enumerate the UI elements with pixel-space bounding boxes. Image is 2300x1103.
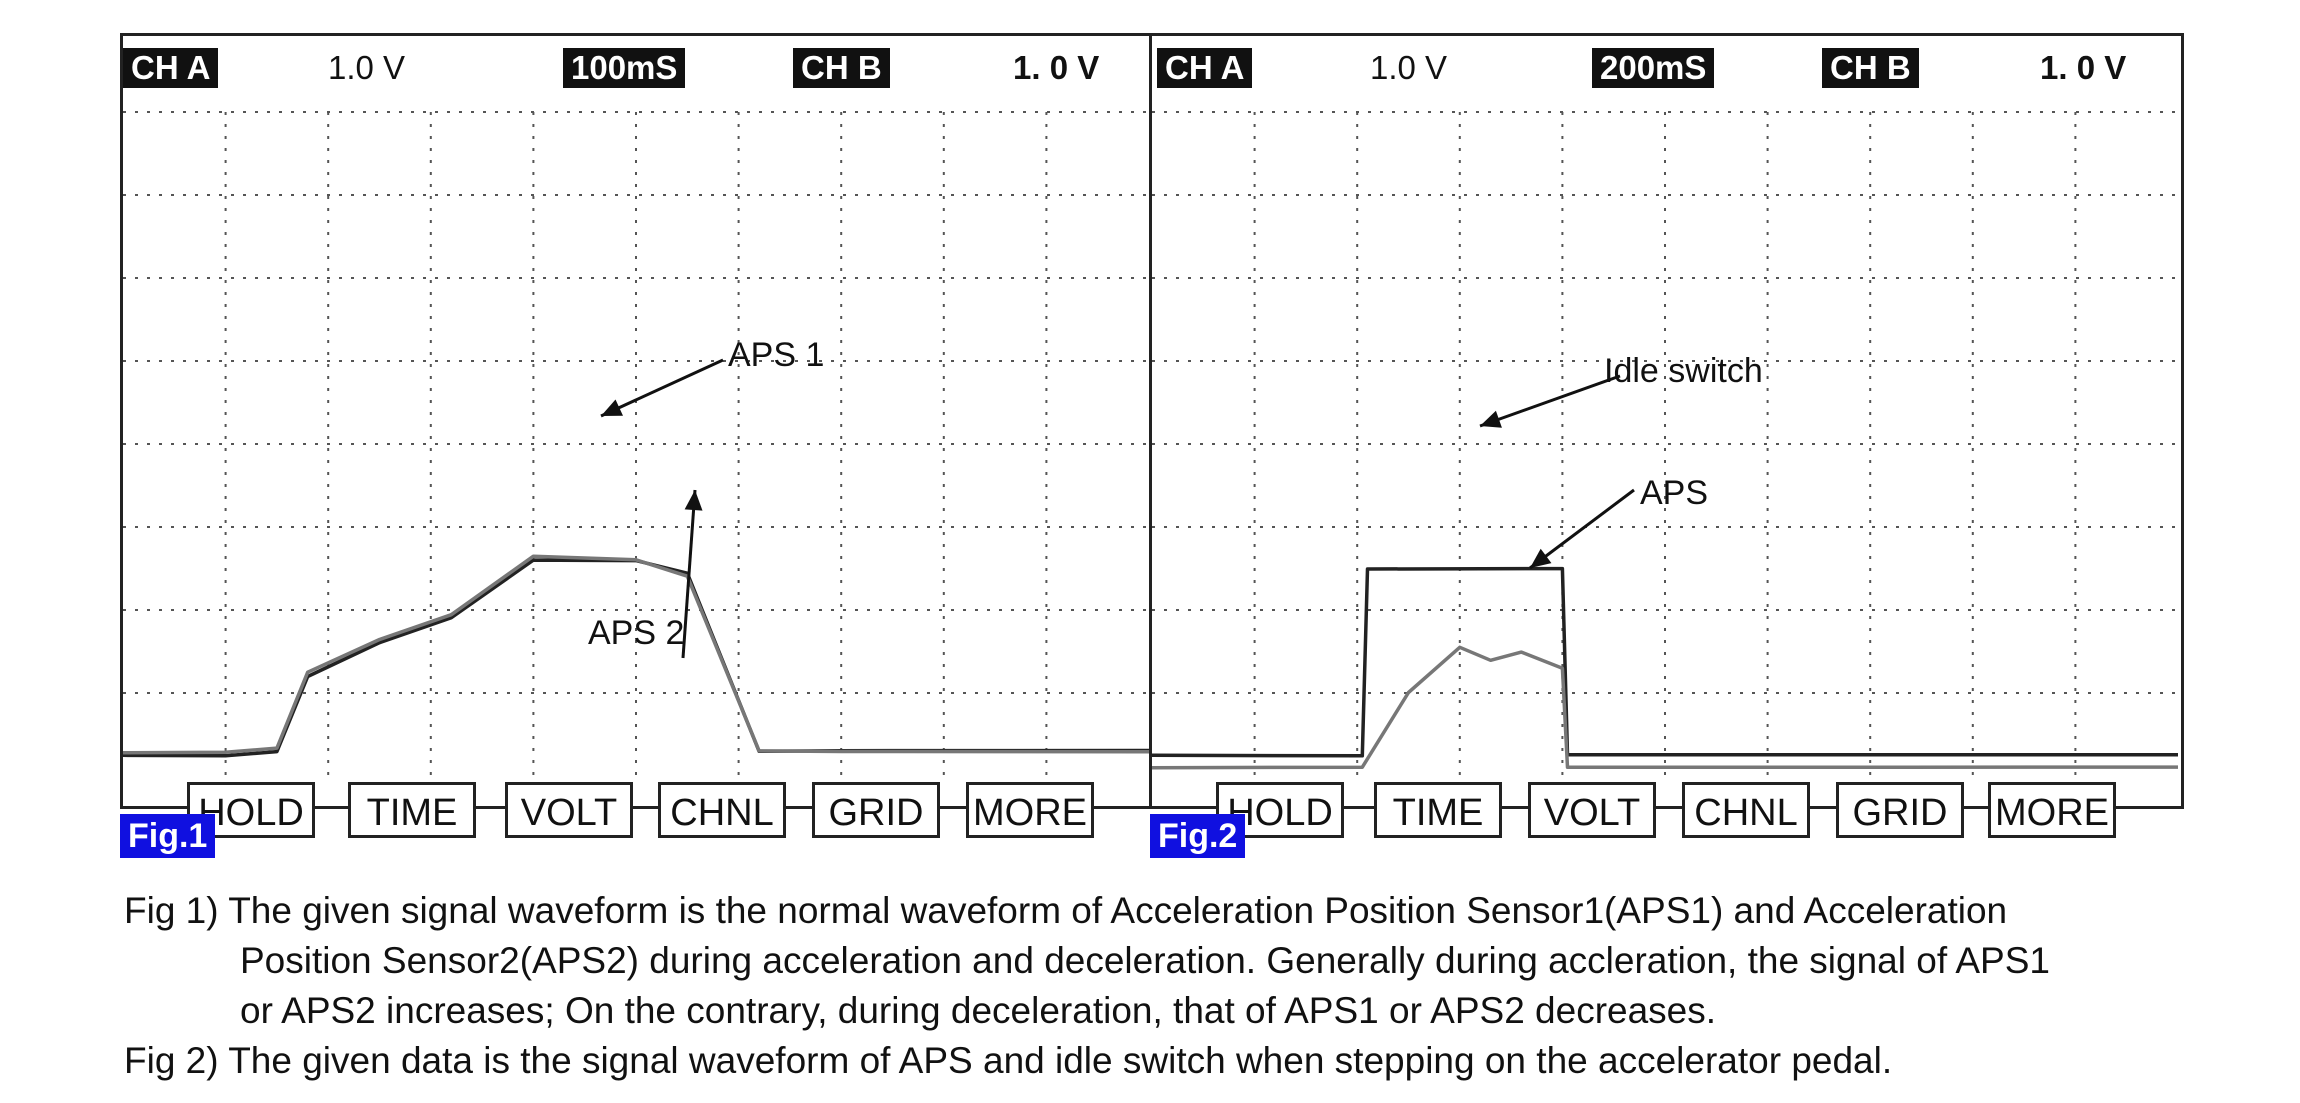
ch-a-label: CH A bbox=[1157, 48, 1253, 88]
annotation-aps1: APS 1 bbox=[728, 336, 825, 374]
waveform-svg-2 bbox=[1152, 111, 2178, 776]
ch-a-scale: 1.0 V bbox=[328, 49, 406, 86]
ch-b-scale: 1. 0 V bbox=[1013, 49, 1100, 86]
time-button[interactable]: TIME bbox=[348, 782, 476, 838]
series-line-idle-switch bbox=[1152, 566, 2178, 758]
grid-button[interactable]: GRID bbox=[1836, 782, 1964, 838]
volt-button[interactable]: VOLT bbox=[1528, 782, 1656, 838]
annotation-arrow bbox=[1529, 488, 1635, 570]
annotation-aps: APS bbox=[1640, 474, 1709, 512]
fig-label-2: Fig.2 bbox=[1150, 814, 1246, 858]
scope-panel-2: CH A 1.0 V 200mS CH B 1. 0 V HOLD TIME V… bbox=[1152, 33, 2184, 838]
annotation-arrowhead bbox=[684, 490, 703, 511]
series-line-aps bbox=[1152, 645, 2178, 770]
ch-b-label: CH B bbox=[793, 48, 890, 88]
ch-b-scale: 1. 0 V bbox=[2040, 49, 2127, 86]
chnl-button[interactable]: CHNL bbox=[658, 782, 786, 838]
waveform-plot-2 bbox=[1152, 98, 2178, 780]
scope-header: CH A 1.0 V 100mS CH B 1. 0 V bbox=[123, 36, 1149, 98]
volt-button[interactable]: VOLT bbox=[505, 782, 633, 838]
annotation-aps2: APS 2 bbox=[588, 614, 685, 652]
caption-line-2: Position Sensor2(APS2) during accelerati… bbox=[240, 940, 2050, 981]
chnl-button[interactable]: CHNL bbox=[1682, 782, 1810, 838]
ch-a-label: CH A bbox=[123, 48, 219, 88]
time-button[interactable]: TIME bbox=[1374, 782, 1502, 838]
annotation-arrow bbox=[600, 358, 724, 418]
scope-panel-1: CH A 1.0 V 100mS CH B 1. 0 V HOLD TIME V… bbox=[120, 33, 1152, 838]
caption-line-1: Fig 1) The given signal waveform is the … bbox=[124, 890, 2008, 931]
annotation-arrow bbox=[681, 489, 697, 659]
waveform-plot-1 bbox=[123, 98, 1149, 780]
annotation-arrowhead bbox=[1480, 410, 1502, 428]
annotation-arrowhead bbox=[1530, 548, 1552, 568]
grid-button[interactable]: GRID bbox=[812, 782, 940, 838]
more-button[interactable]: MORE bbox=[966, 782, 1094, 838]
caption-line-3: or APS2 increases; On the contrary, duri… bbox=[240, 990, 1717, 1031]
annotation-arrowhead bbox=[601, 399, 623, 416]
fig-label-1: Fig.1 bbox=[120, 814, 216, 858]
waveform-svg-1 bbox=[123, 111, 1149, 776]
timebase: 100mS bbox=[563, 48, 686, 88]
series-line-aps-2 bbox=[123, 554, 1149, 755]
ch-b-label: CH B bbox=[1822, 48, 1919, 88]
scope-header: CH A 1.0 V 200mS CH B 1. 0 V bbox=[1152, 36, 2181, 98]
annotation-arrow bbox=[1479, 374, 1621, 428]
ch-a-scale: 1.0 V bbox=[1370, 49, 1448, 86]
timebase: 200mS bbox=[1592, 48, 1715, 88]
annotation-idle-switch: Idle switch bbox=[1604, 352, 1763, 390]
more-button[interactable]: MORE bbox=[1988, 782, 2116, 838]
caption-line-4: Fig 2) The given data is the signal wave… bbox=[124, 1040, 1893, 1081]
